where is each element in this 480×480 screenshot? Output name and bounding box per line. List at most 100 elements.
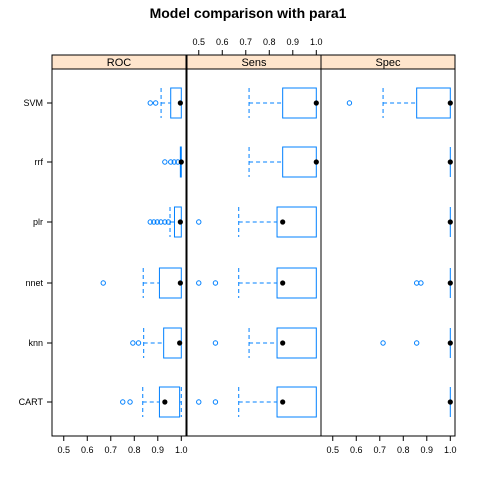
median-dot — [280, 280, 286, 286]
iqr-box — [282, 87, 317, 119]
median-dot — [447, 340, 453, 346]
outlier-point — [152, 100, 159, 106]
median-dot — [313, 100, 319, 106]
strip-label: Spec — [375, 57, 401, 69]
iqr-box — [282, 146, 317, 178]
outlier-point — [171, 159, 177, 165]
median-dot — [177, 280, 183, 286]
outlier-point — [196, 219, 202, 225]
box-svm — [346, 87, 453, 119]
outlier-point — [162, 219, 168, 225]
outlier-point — [147, 219, 153, 225]
outlier-point — [196, 399, 202, 405]
iqr-box — [276, 267, 317, 299]
tick-label: 0.6 — [350, 445, 363, 455]
outlier-point — [127, 399, 133, 405]
tick-label: 0.8 — [263, 37, 276, 47]
median-dot — [177, 219, 183, 225]
tick-label: 0.9 — [421, 445, 434, 455]
category-label: rrf — [35, 157, 44, 167]
median-dot — [162, 399, 168, 405]
box-rrf — [248, 146, 319, 178]
box-nnet — [100, 267, 183, 299]
box-cart — [447, 387, 453, 417]
panel-frame — [51, 68, 187, 437]
tick-label: 0.8 — [397, 445, 410, 455]
panel-frame — [186, 68, 322, 437]
panel-sens: Sens 0.5 0.6 0.7 0.8 0.9 1.0 — [186, 37, 323, 437]
median-dot — [447, 100, 453, 106]
tick-label: 0.6 — [81, 445, 94, 455]
tick-label: 0.5 — [192, 37, 205, 47]
median-dot — [178, 159, 184, 165]
outlier-point — [147, 100, 153, 106]
tick-label: 1.0 — [175, 445, 188, 455]
iqr-box — [276, 206, 317, 238]
box-svm — [248, 87, 319, 119]
median-dot — [447, 399, 453, 405]
panels-group: ROC 0.5 0.6 0.7 0.8 0.9 1.0 Sens 0.5 0.6 0.7 0.8 0.9… — [51, 37, 457, 455]
outlier-point — [120, 399, 126, 405]
tick-label: 1.0 — [444, 445, 457, 455]
tick-label: 0.7 — [240, 37, 253, 47]
median-dot — [280, 399, 286, 405]
box-knn — [130, 327, 183, 359]
median-dot — [177, 340, 183, 346]
category-label: SVM — [23, 98, 43, 108]
box-plr — [147, 206, 183, 238]
median-dot — [447, 219, 453, 225]
panel-frame — [320, 68, 456, 437]
category-label: knn — [28, 338, 43, 348]
outlier-point — [135, 340, 142, 346]
tick-label: 0.6 — [216, 37, 229, 47]
box-knn — [212, 327, 317, 359]
category-label: nnet — [25, 278, 43, 288]
outlier-point — [346, 100, 353, 106]
iqr-box — [276, 327, 317, 359]
box-rrf — [447, 147, 453, 177]
outlier-point — [168, 159, 174, 165]
iqr-box — [416, 87, 451, 119]
median-dot — [447, 159, 453, 165]
outlier-point — [154, 219, 161, 225]
panel-roc: ROC 0.5 0.6 0.7 0.8 0.9 1.0 — [51, 54, 188, 455]
box-nnet — [196, 267, 317, 299]
category-labels: CART knn nnet plr rrf SVM — [19, 98, 52, 407]
box-rrf — [162, 146, 184, 178]
box-cart — [196, 386, 317, 418]
tick-label: 0.5 — [57, 445, 70, 455]
category-label: CART — [19, 397, 44, 407]
category-label: plr — [33, 217, 43, 227]
outlier-point — [418, 280, 424, 286]
box-nnet — [413, 268, 453, 298]
box-svm — [147, 87, 183, 119]
box-plr — [196, 206, 317, 238]
panel-spec: Spec 0.5 0.6 0.7 0.8 0.9 1.0 — [320, 54, 457, 455]
outlier-point — [196, 280, 202, 286]
tick-label: 0.9 — [287, 37, 300, 47]
iqr-box — [158, 386, 181, 418]
outlier-point — [130, 340, 136, 346]
outlier-point — [162, 159, 168, 165]
outlier-point — [100, 280, 106, 286]
median-dot — [177, 100, 183, 106]
tick-label: 0.9 — [152, 445, 165, 455]
outlier-point — [380, 340, 386, 346]
outlier-point — [165, 219, 172, 225]
strip-label: ROC — [107, 57, 132, 69]
outlier-point — [151, 219, 157, 225]
outlier-point — [212, 280, 219, 286]
tick-label: 0.5 — [326, 445, 339, 455]
tick-label: 0.7 — [374, 445, 387, 455]
outlier-point — [212, 399, 219, 405]
box-knn — [380, 328, 453, 358]
tick-label: 0.8 — [128, 445, 141, 455]
tick-label: 1.0 — [310, 37, 323, 47]
strip-label: Sens — [241, 57, 267, 69]
median-dot — [447, 280, 453, 286]
median-dot — [280, 340, 286, 346]
tick-label: 0.7 — [105, 445, 118, 455]
outlier-point — [212, 340, 219, 346]
box-plr — [447, 207, 453, 237]
